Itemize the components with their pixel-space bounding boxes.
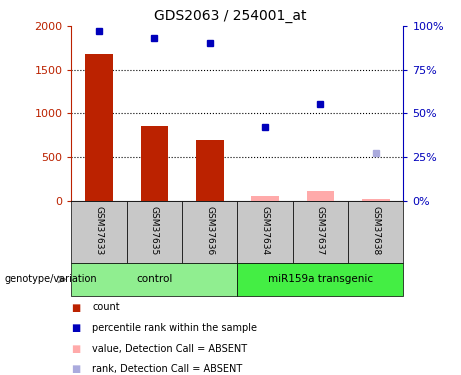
Text: miR159a transgenic: miR159a transgenic bbox=[268, 274, 373, 284]
Bar bbox=[71, 262, 237, 296]
Bar bbox=[362, 199, 390, 201]
Bar bbox=[307, 191, 334, 201]
Text: GSM37636: GSM37636 bbox=[205, 206, 214, 255]
Bar bbox=[127, 201, 182, 262]
Text: GDS2063 / 254001_at: GDS2063 / 254001_at bbox=[154, 9, 307, 23]
Text: control: control bbox=[136, 274, 172, 284]
Bar bbox=[182, 201, 237, 262]
Text: GSM37635: GSM37635 bbox=[150, 206, 159, 255]
Text: ■: ■ bbox=[71, 344, 81, 354]
Bar bbox=[141, 126, 168, 201]
Bar bbox=[237, 262, 403, 296]
Bar bbox=[85, 54, 113, 201]
Bar bbox=[237, 201, 293, 262]
Text: count: count bbox=[92, 303, 120, 312]
Text: GSM37633: GSM37633 bbox=[95, 206, 104, 255]
Text: GSM37638: GSM37638 bbox=[371, 206, 380, 255]
Bar bbox=[348, 201, 403, 262]
Text: ■: ■ bbox=[71, 303, 81, 312]
Bar bbox=[251, 196, 279, 201]
Text: ■: ■ bbox=[71, 364, 81, 374]
Bar bbox=[71, 201, 127, 262]
Text: genotype/variation: genotype/variation bbox=[5, 274, 97, 284]
Text: rank, Detection Call = ABSENT: rank, Detection Call = ABSENT bbox=[92, 364, 242, 374]
Bar bbox=[293, 201, 348, 262]
Text: ■: ■ bbox=[71, 323, 81, 333]
Bar bbox=[196, 141, 224, 201]
Text: percentile rank within the sample: percentile rank within the sample bbox=[92, 323, 257, 333]
Text: GSM37634: GSM37634 bbox=[260, 206, 270, 255]
Text: value, Detection Call = ABSENT: value, Detection Call = ABSENT bbox=[92, 344, 247, 354]
Text: GSM37637: GSM37637 bbox=[316, 206, 325, 255]
